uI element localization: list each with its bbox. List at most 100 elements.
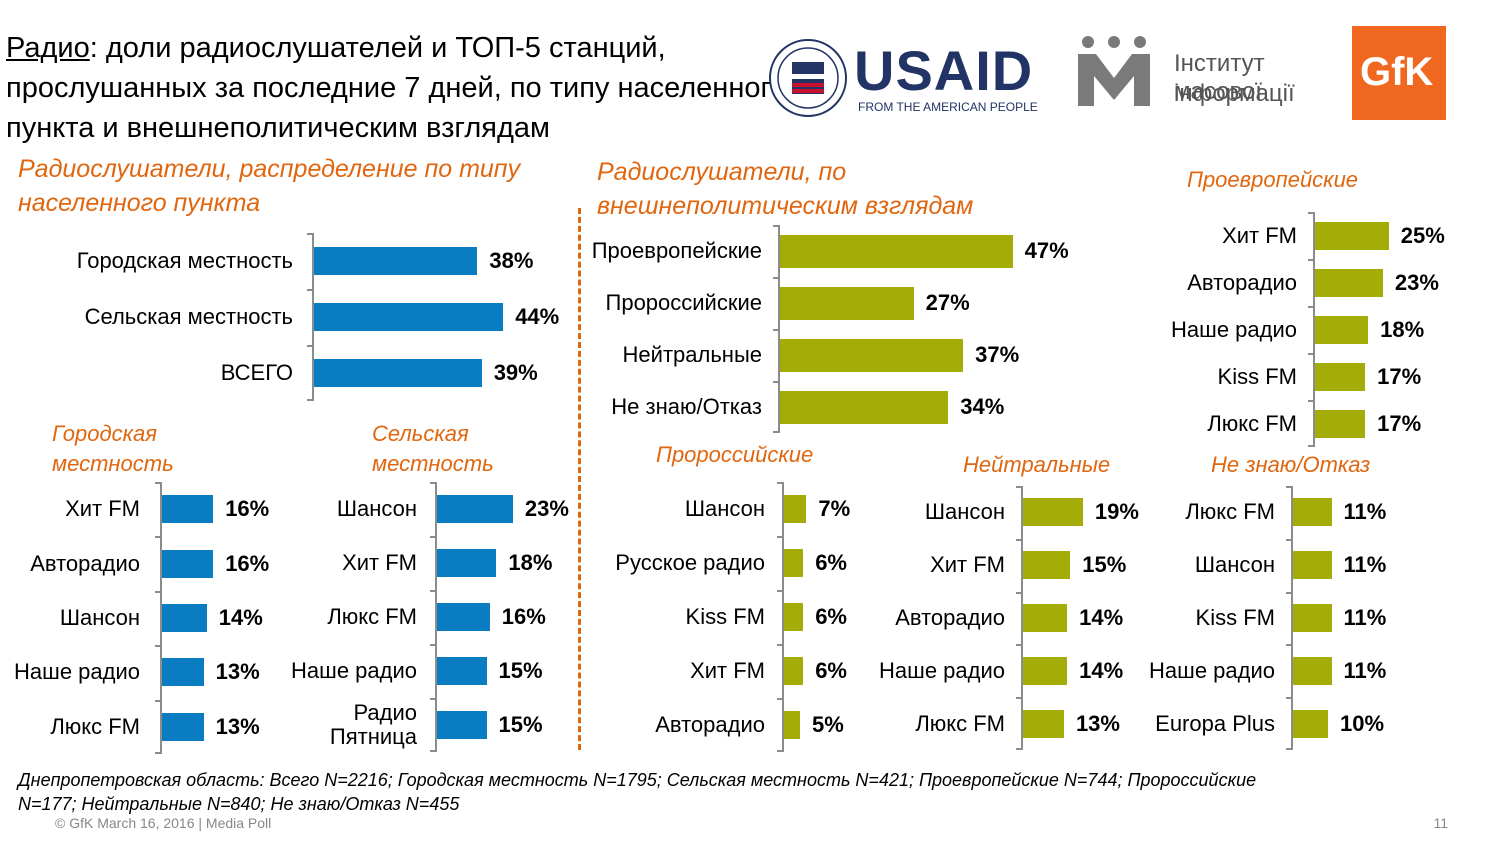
prorus-row: Kiss FM 6% (590, 602, 902, 632)
rural-row: Наше радио 15% (270, 656, 555, 686)
views-row: Проевропейские 47% (570, 234, 1069, 268)
neutral-row: Авторадио 14% (860, 603, 1141, 633)
neutral-row: Люкс FM 13% (860, 709, 1141, 739)
gfk-wordmark: GfK (1360, 50, 1434, 94)
urban-row: Хит FM 16% (0, 494, 280, 524)
dontknow-axis-tick (1286, 697, 1291, 700)
views-bar (780, 338, 964, 372)
views-axis-tick (773, 329, 778, 331)
prorus-value-label: 5% (812, 712, 844, 737)
rural-chart: Шансон 23% Хит FM 18% Люкс FM 16% Наше радио 15… (270, 482, 569, 752)
proeuro-row: Люкс FM 17% (1150, 409, 1433, 439)
proeuro-axis-tick (1308, 400, 1313, 402)
settlement-bar (314, 303, 504, 331)
prorus-value-label: 6% (815, 550, 847, 575)
rural-title: Сельская местность (372, 421, 494, 476)
rural-axis-tick (430, 698, 435, 700)
settlement-chart: Городская местность 38% Сельская местность… (0, 233, 559, 401)
rural-bar (437, 603, 490, 631)
urban-chart: Хит FM 16% Авторадио 16% Шансон 14% Наше радио… (0, 482, 280, 754)
dontknow-axis (1291, 486, 1293, 750)
settlement-row: Сельская местность 44% (0, 302, 559, 332)
views-value-label: 27% (925, 290, 970, 315)
dontknow-axis-tick (1286, 591, 1291, 594)
proeuro-category-label: Люкс FM (1207, 410, 1297, 436)
neutral-bar (1023, 656, 1068, 685)
settlement-value-label: 38% (489, 248, 534, 273)
gfk-logo: GfK (1352, 26, 1446, 120)
prorus-axis-tick (777, 750, 782, 752)
rural-row: Люкс FM 16% (270, 602, 555, 632)
page-number: 11 (1433, 815, 1448, 831)
prorus-category-label: Русское радио (615, 550, 765, 575)
views-row: Нейтральные 37% (570, 338, 1019, 372)
urban-row: Люкс FM 13% (0, 712, 280, 742)
views-value-label: 47% (1024, 238, 1069, 263)
rural-bar (437, 657, 487, 685)
settlement-axis-tick (307, 399, 312, 401)
rural-bar (437, 711, 487, 739)
proeuro-row: Наше радио 18% (1150, 315, 1433, 345)
urban-row: Шансон 14% (0, 603, 280, 633)
prorus-axis-tick (777, 698, 782, 700)
proeuro-axis-tick (1308, 259, 1313, 261)
rural-axis-tick (430, 750, 435, 752)
neutral-axis-tick (1016, 748, 1021, 750)
dontknow-chart: Люкс FM 11% Шансон 11% Kiss FM 11% Наше радио 1… (1130, 486, 1411, 750)
title-rest: : доли радиослушателей и ТОП-5 станций, … (6, 32, 787, 144)
rural-value-label: 15% (498, 658, 543, 683)
usaid-tagline: FROM THE AMERICAN PEOPLE (858, 100, 1038, 114)
proeuro-value-label: 17% (1377, 363, 1422, 389)
rural-category-label: Радио Пятница (329, 700, 417, 749)
prorus-row: Русское радио 6% (590, 548, 902, 578)
urban-bar (162, 712, 204, 741)
views-category-label: Пророссийские (605, 290, 762, 315)
proeuro-row: Авторадио 23% (1150, 268, 1439, 298)
prorus-bar (784, 603, 804, 631)
views-row: Пророссийские 27% (570, 286, 970, 320)
dontknow-bar (1293, 551, 1332, 580)
neutral-axis-tick (1016, 591, 1021, 594)
settlement-value-label: 39% (493, 360, 538, 385)
proeuro-axis-tick (1308, 445, 1313, 447)
rural-category-label: Хит FM (342, 550, 417, 575)
urban-axis-tick (155, 536, 160, 539)
dontknow-value-label: 11% (1343, 499, 1387, 525)
urban-category-label: Люкс FM (50, 713, 140, 739)
neutral-axis (1021, 486, 1023, 750)
dontknow-axis-tick (1286, 748, 1291, 750)
prorus-chart: Шансон 7% Русское радио 6% Kiss FM 6% Хит FM 6%… (590, 482, 902, 752)
title-prefix: Радио (6, 32, 90, 64)
rural-bar (437, 549, 497, 577)
dontknow-axis-tick (1286, 538, 1291, 541)
imi-line2: інформації (1174, 80, 1295, 107)
urban-category-label: Хит FM (65, 496, 140, 522)
views-bar (780, 286, 914, 320)
section-divider (578, 208, 581, 750)
proeuro-title: Проевропейские (1187, 167, 1359, 192)
urban-row: Наше радио 13% (0, 657, 280, 687)
urban-title: Городская местность (52, 421, 174, 476)
neutral-bar (1023, 709, 1064, 738)
prorus-bar (784, 711, 800, 739)
dontknow-row: Kiss FM 11% (1130, 603, 1411, 633)
dontknow-category-label: Наше радио (1149, 657, 1275, 683)
urban-axis-tick (155, 645, 160, 648)
urban-axis-tick (155, 699, 160, 702)
rural-value-label: 23% (524, 496, 569, 521)
rural-row: Шансон 23% (270, 494, 569, 524)
rural-value-label: 16% (501, 604, 546, 629)
neutral-title: Нейтральные (963, 452, 1111, 477)
prorus-axis (782, 482, 784, 752)
urban-category-label: Авторадио (30, 550, 140, 576)
urban-value-label: 13% (215, 659, 260, 685)
imi-figures-icon (1078, 36, 1150, 106)
views-bar (780, 390, 949, 424)
neutral-axis-tick (1016, 538, 1021, 541)
proeuro-axis-tick (1308, 353, 1313, 355)
dontknow-bar (1293, 604, 1332, 632)
rural-category-label: Наше радио (291, 658, 417, 683)
prorus-title: Пророссийские (656, 442, 814, 467)
prorus-bar (784, 495, 807, 523)
rural-category-label: Шансон (336, 496, 417, 521)
